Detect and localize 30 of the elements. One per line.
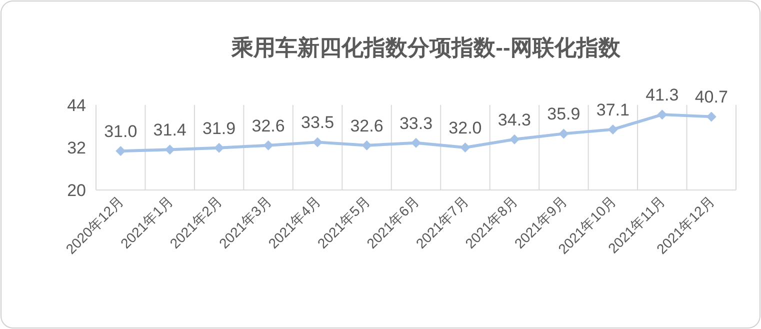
point [164,144,175,155]
data-label: 31.0 [104,122,138,142]
point [411,138,421,148]
data-label: 34.3 [498,110,532,130]
point [214,142,224,153]
point [362,140,372,150]
data-label: 31.4 [153,120,186,140]
point [116,146,126,156]
chart-title: 乘用车新四化指数分项指数--网联化指数 [230,35,622,60]
point [706,112,716,122]
data-label: 32.0 [448,118,482,138]
data-label: 32.6 [252,116,285,136]
point [657,110,668,120]
point [608,124,618,134]
point [263,140,274,150]
data-label: 41.3 [646,86,679,105]
data-label: 32.6 [350,116,384,136]
point [460,142,470,152]
data-label: 31.9 [202,118,236,138]
data-label: 33.5 [300,113,334,132]
y-tick-label: 44 [67,96,86,115]
data-label: 33.3 [399,114,433,133]
point [509,134,520,144]
y-tick-label: 32 [67,138,86,158]
data-label: 35.9 [547,104,580,124]
point [312,137,323,148]
point [558,128,569,139]
data-label: 37.1 [596,100,630,120]
data-label: 40.7 [694,88,728,107]
y-tick-label: 20 [67,181,86,200]
